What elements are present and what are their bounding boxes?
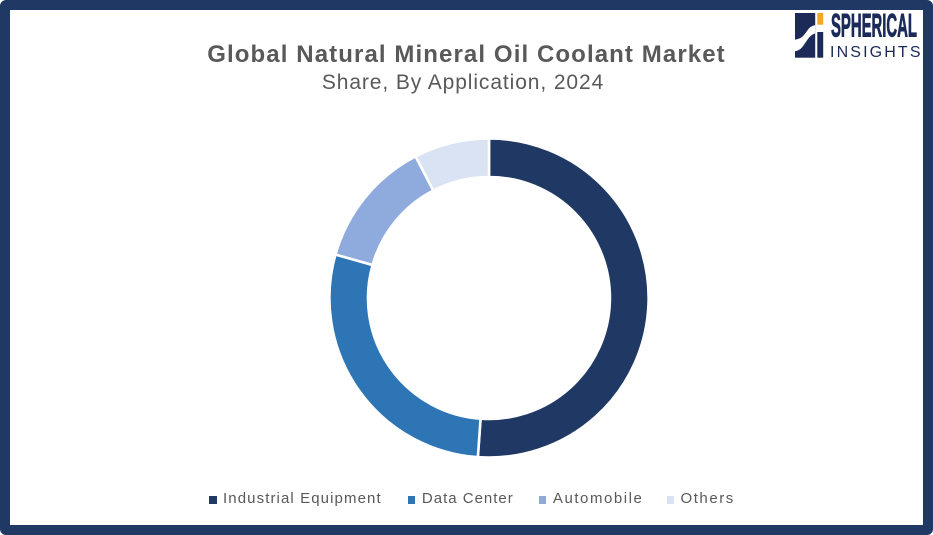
- svg-text:INSIGHTS: INSIGHTS: [830, 45, 921, 60]
- svg-text:SPHERICAL: SPHERICAL: [831, 13, 917, 43]
